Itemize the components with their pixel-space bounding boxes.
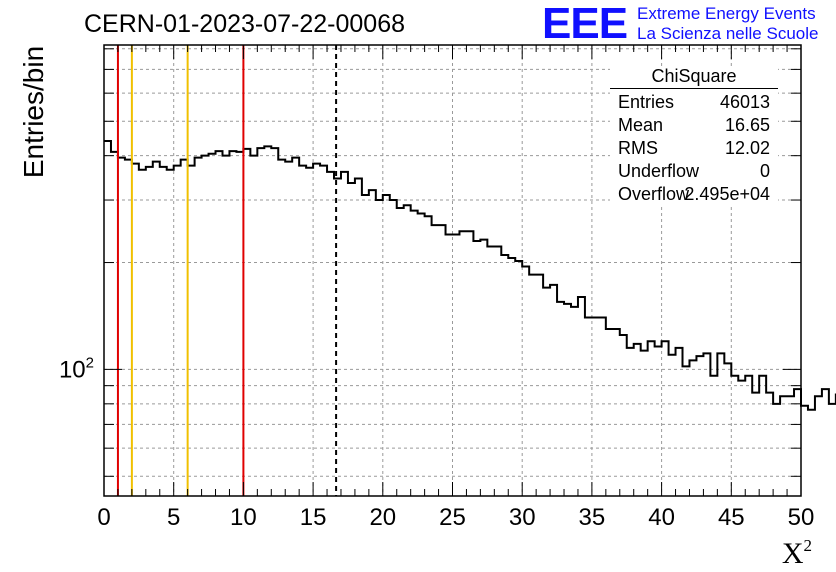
y-tick-label: 102	[59, 354, 94, 383]
stats-row-underflow: Underflow 0	[618, 161, 770, 181]
stats-row-mean: Mean 16.65	[618, 115, 770, 135]
logo-line-2: La Scienza nelle Scuole	[637, 24, 819, 43]
run-title: CERN-01-2023-07-22-00068	[84, 10, 406, 38]
y-axis-label: Entries/bin	[18, 45, 49, 179]
stats-row-entries: Entries 46013	[618, 92, 770, 112]
logo-line-1: Extreme Energy Events	[637, 4, 816, 23]
x-tick-label: 15	[300, 504, 327, 531]
stats-row-overflow: Overflow 2.495e+04	[618, 184, 770, 204]
x-tick-label: 30	[509, 504, 536, 531]
x-tick-label: 10	[230, 504, 257, 531]
x-tick-label: 25	[439, 504, 466, 531]
x-tick-label: 50	[788, 504, 815, 531]
histogram-series	[104, 139, 836, 411]
stats-row-rms: RMS 12.02	[618, 138, 770, 158]
x-tick-label: 40	[648, 504, 675, 531]
x-tick-label: 35	[579, 504, 606, 531]
x-tick-label: 45	[718, 504, 745, 531]
x-axis-label: X2	[781, 536, 812, 570]
x-tick-label: 20	[369, 504, 396, 531]
stats-title: ChiSquare	[610, 66, 778, 89]
x-tick-label: 5	[167, 504, 180, 531]
eee-logo: EEE	[542, 0, 628, 48]
stats-box: ChiSquare Entries 46013 Mean 16.65 RMS 12.0…	[610, 66, 778, 206]
x-tick-label: 0	[97, 504, 110, 531]
